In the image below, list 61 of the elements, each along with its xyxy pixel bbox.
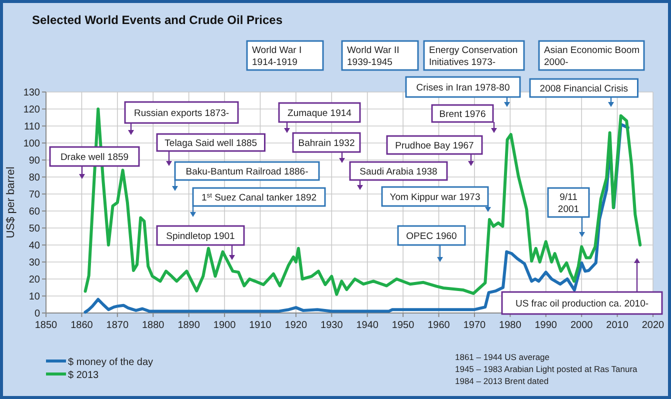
annotation: Prudhoe Bay 1967 [395,140,474,152]
x-tick-label: 2000 [570,320,594,331]
annotation: 1$^{st}$ Suez Canal tanker 1892 [201,192,317,204]
text: 1984 – 2013 Brent dated [455,376,549,386]
y-tick-label: 40 [28,240,40,252]
text: World War II 1939-1945 [347,45,400,68]
annotation: Bahrain 1932 [298,138,355,149]
x-tick-label: 1980 [499,320,522,331]
y-tick-label: 70 [28,190,40,200]
y-tick-label: 50 [28,224,40,234]
x-tick-label: 1930 [320,320,344,331]
x-tick-label: 1880 [142,320,165,331]
line-series [84,108,642,296]
annotation: Zumaque 1914 [288,108,352,119]
y-axis-title: US$ per barrel [5,166,17,238]
x-tick-label: 1920 [284,320,308,331]
text: Asian Economic Boom 2000- [544,45,640,68]
x-tick-label: 1860 [70,320,94,331]
x-tick-label: 1940 [356,320,379,331]
legend-label: $ money of the day [68,357,154,368]
annotation: OPEC 1960 [406,231,457,242]
x-tick-label: 1910 [249,320,272,331]
x-tick-label: 1970 [463,320,486,331]
annotation: Crises in Iran 1978-80 [416,82,510,94]
annotation: Spindletop 1901 [166,231,235,242]
y-tick-label: 10 [28,292,40,302]
x-tick-label: 1850 [34,320,58,331]
annotation: Russian exports 1873- [134,108,230,119]
annotation: Drake well 1859 [60,152,129,163]
text: 1861 – 1944 US average [455,352,550,362]
text: World War I 1914-1919 [252,45,302,68]
y-tick-label: 80 [28,172,40,184]
x-tick-label: 1950 [392,320,415,331]
legend-label: $ 2013 [68,370,100,381]
x-tick-label: 1960 [428,320,450,331]
y-tick-label: 100 [23,138,40,150]
annotation: Baku-Bantum Railroad 1886- [186,166,308,178]
text: 1945 – 1983 Arabian Light posted at Ras Tanura [455,364,638,374]
annotation: 2008 Financial Crisis [540,84,628,94]
annotation: US frac oil production ca. 2010- [515,298,649,310]
y-tick-label: 20 [28,274,40,286]
annotation: Brent 1976 [439,109,486,120]
annotation: 9/11 2001 [558,192,580,215]
chart-title: Selected World Events and Crude Oil Prices [32,13,283,27]
annotation: Yom Kippur war 1973 [390,192,480,203]
y-tick-label: 60 [28,206,40,218]
x-tick-label: 1890 [178,320,200,331]
y-tick-label: 120 [23,104,40,116]
text: Energy Conservation Initiatives 1973- [429,45,518,68]
annotation: Telaga Said well 1885 [164,138,258,149]
x-tick-label: 2010 [606,320,629,331]
x-tick-label: 2020 [642,320,665,331]
x-tick-label: 1990 [534,320,558,331]
annotation: Saudi Arabia 1938 [360,166,438,178]
y-tick-label: 110 [24,122,40,132]
y-tick-label: 0 [34,308,40,320]
y-tick-label: 130 [23,88,40,98]
y-tick-label: 90 [28,156,40,166]
x-tick-label: 1870 [106,320,129,331]
y-tick-label: 30 [28,258,40,268]
x-tick-label: 1900 [213,320,236,331]
